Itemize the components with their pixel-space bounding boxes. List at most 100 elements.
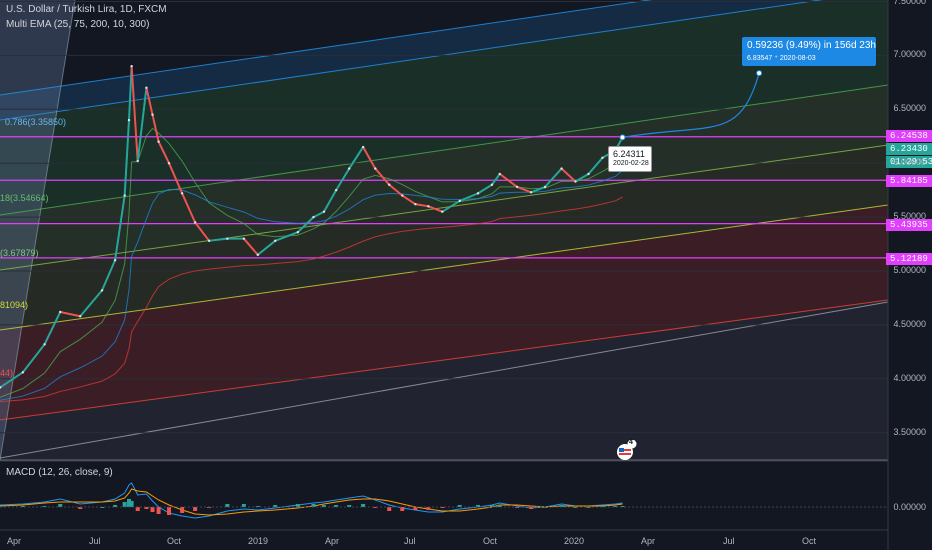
y-tick-3: 6.00000 <box>893 157 926 168</box>
price-point-44 <box>587 172 590 176</box>
x-tick-8: Apr <box>641 536 656 546</box>
price-segment-36 <box>459 192 479 202</box>
price-point-21 <box>256 253 260 257</box>
price-point-6 <box>100 289 104 292</box>
macd-hist-bar-26 <box>334 505 339 507</box>
price-point-28 <box>361 145 365 149</box>
fib-label-0: 0.786(3.35850) <box>5 117 67 127</box>
price-segment-18 <box>194 221 210 242</box>
fib-label-1: 18(3.54664) <box>0 193 49 203</box>
level-tag-4: 5.12189 <box>886 253 932 265</box>
price-point-4 <box>59 310 62 314</box>
price-point-42 <box>560 167 563 170</box>
macd-hist-bar-9 <box>127 499 132 507</box>
macd-hist-bar-7 <box>113 505 118 507</box>
price-label-box[interactable]: 6.24311 2020-02-28 <box>608 146 652 172</box>
x-tick-9: Jul <box>723 536 735 546</box>
projection-callout[interactable]: 0.59236 (9.49%) in 156d 23h 6.83547 ⁺ 20… <box>742 37 876 66</box>
y-tick-6: 4.50000 <box>893 318 926 329</box>
macd-hist-bar-31 <box>400 507 405 511</box>
price-point-17 <box>193 221 197 224</box>
macd-hist-bar-35 <box>457 505 462 507</box>
x-tick-3: 2019 <box>248 536 269 546</box>
chart-title: U.S. Dollar / Turkish Lira, 1D, FXCM <box>6 4 167 15</box>
price-segment-11 <box>130 66 139 162</box>
macd-hist-bar-5 <box>78 507 83 509</box>
price-point-12 <box>145 86 148 89</box>
price-point-38 <box>498 172 501 176</box>
event-badge[interactable]: 4 <box>615 439 637 460</box>
macd-hist-bar-13 <box>150 507 155 512</box>
macd-hist-bar-47 <box>620 506 625 507</box>
price-segment-44 <box>574 173 590 183</box>
x-tick-7: 2020 <box>564 536 585 546</box>
macd-hist-bar-6 <box>100 507 105 508</box>
price-segment-29 <box>362 146 377 170</box>
price-segment-28 <box>348 146 364 170</box>
macd-hist-bar-15 <box>167 507 172 515</box>
price-point-15 <box>167 162 171 165</box>
macd-hist-bar-33 <box>426 507 431 510</box>
macd-hist-bar-24 <box>311 504 316 507</box>
price-point-2 <box>21 371 25 374</box>
price-segment-27 <box>335 168 351 191</box>
x-tick-6: Oct <box>483 536 498 546</box>
zone-boundary-2 <box>0 84 889 216</box>
price-segment-12 <box>136 87 148 162</box>
price-point-24 <box>312 215 315 219</box>
indicator-legend[interactable]: Multi EMA (25, 75, 200, 10, 300) <box>6 19 150 30</box>
price-segment-14 <box>151 114 160 142</box>
macd-hist-bar-38 <box>497 505 502 507</box>
zone-boundary-5 <box>0 299 889 421</box>
price-point-26 <box>334 188 338 192</box>
price-point-20 <box>242 237 246 240</box>
x-tick-0: Apr <box>7 536 22 546</box>
macd-hist-bar-16 <box>180 507 185 513</box>
zone-red <box>0 205 888 420</box>
ema-line-2 <box>0 196 623 403</box>
macd-hist-bar-34 <box>440 507 445 508</box>
fib-label-4: 44) <box>0 368 14 378</box>
macd-hist-bar-43 <box>573 507 578 508</box>
zone-yellow <box>0 145 888 330</box>
price-segment-2 <box>0 371 24 389</box>
price-point-10 <box>130 64 133 68</box>
price-point-23 <box>296 230 300 234</box>
y-tick-0: 7.50000 <box>893 0 926 6</box>
price-point-16 <box>180 192 184 195</box>
macd-hist-bar-22 <box>273 505 278 507</box>
macd-hist-bar-37 <box>489 505 494 507</box>
price-point-27 <box>348 167 351 170</box>
level-tag-3: 5.43935 <box>886 219 932 231</box>
price-segment-41 <box>530 185 546 194</box>
price-point-31 <box>401 194 404 197</box>
price-segment-34 <box>428 205 443 213</box>
price-segment-7 <box>101 259 117 291</box>
price-label-value: 6.24311 <box>613 149 645 159</box>
macd-hist-bar-19 <box>225 504 230 507</box>
price-segment-19 <box>208 237 228 242</box>
y-tick-1: 7.00000 <box>893 49 926 60</box>
macd-hist-bar-25 <box>321 505 326 507</box>
price-point-43 <box>574 180 577 183</box>
price-point-35 <box>458 199 461 203</box>
macd-hist-bar-20 <box>241 504 246 507</box>
macd-hist-bar-11 <box>135 507 140 511</box>
price-segment-30 <box>374 167 390 186</box>
fib-label-2: (3.67879) <box>0 248 39 258</box>
price-segment-4 <box>43 311 62 345</box>
price-point-13 <box>151 113 154 116</box>
projection-start <box>619 134 626 141</box>
macd-hist-bar-42 <box>559 505 564 507</box>
price-segment-45 <box>587 157 604 175</box>
price-segment-17 <box>181 192 197 223</box>
macd-hist-bar-17 <box>193 507 198 511</box>
zone-boundary-3 <box>0 144 889 271</box>
x-tick-4: Apr <box>325 536 340 546</box>
level-tag-2: 5.84185 <box>886 175 932 187</box>
macd-legend[interactable]: MACD (12, 26, close, 9) <box>6 467 113 478</box>
fan-line <box>0 0 76 461</box>
price-segment-37 <box>477 183 493 195</box>
countdown-tag: 01:29:53 <box>886 156 932 168</box>
